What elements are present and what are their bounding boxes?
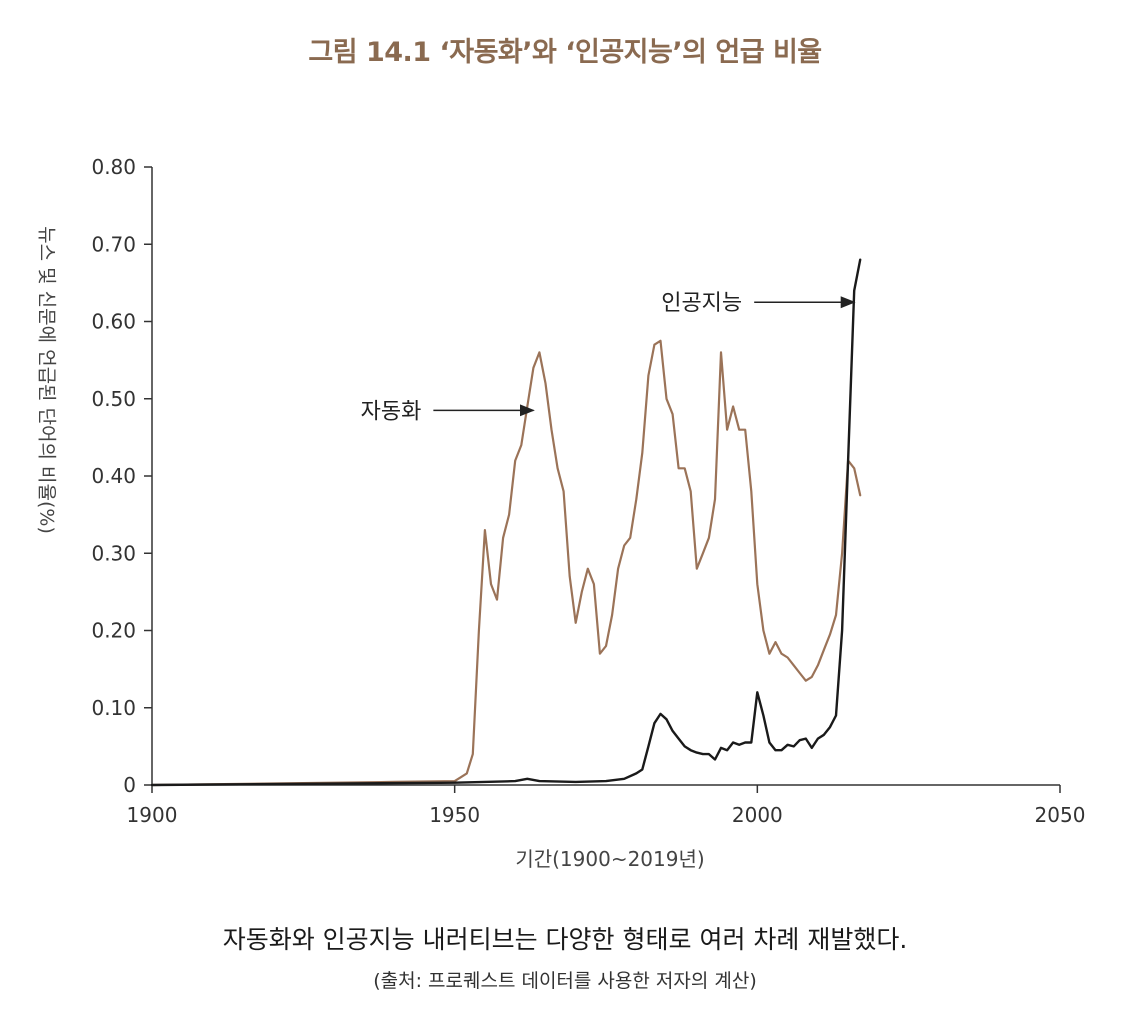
y-tick-label: 0.50 [91,387,136,411]
y-tick-label: 0.40 [91,464,136,488]
annotation-layer: 자동화 인공지능 [361,291,856,424]
y-tick-label: 0.80 [91,155,136,179]
y-tick-label: 0.60 [91,310,136,334]
annotation-label: 인공지능 [661,291,742,316]
series-line-ai [150,258,862,787]
annotation-label: 자동화 [361,399,422,424]
y-axis-label: 뉴스 및 신문에 언급된 단어의 비율(%) [35,226,58,534]
x-tick-label: 1950 [429,803,480,827]
x-tick-label: 2050 [1035,803,1086,827]
axes: 0 0.10 0.20 0.30 0.40 0.50 0.60 0.70 0.80 1900 195… [91,155,1085,827]
y-tick-label: 0 [123,773,136,797]
y-tick-label: 0.30 [91,541,136,565]
figure-caption: 자동화와 인공지능 내러티브는 다양한 형태로 여러 차례 재발했다. [222,925,908,954]
x-tick-label: 1900 [127,803,178,827]
x-axis-label: 기간(1900~2019년) [515,847,704,871]
y-tick-label: 0.10 [91,696,136,720]
x-tick-label: 2000 [732,803,783,827]
y-tick-label: 0.20 [91,619,136,643]
y-tick-label: 0.70 [91,232,136,256]
figure-source: (출처: 프로퀘스트 데이터를 사용한 저자의 계산) [373,970,757,992]
figure-title: 그림 14.1 ‘자동화’와 ‘인공지능’의 언급 비율 [308,37,822,68]
series-layer [150,258,862,787]
series-line-automation [150,339,862,787]
